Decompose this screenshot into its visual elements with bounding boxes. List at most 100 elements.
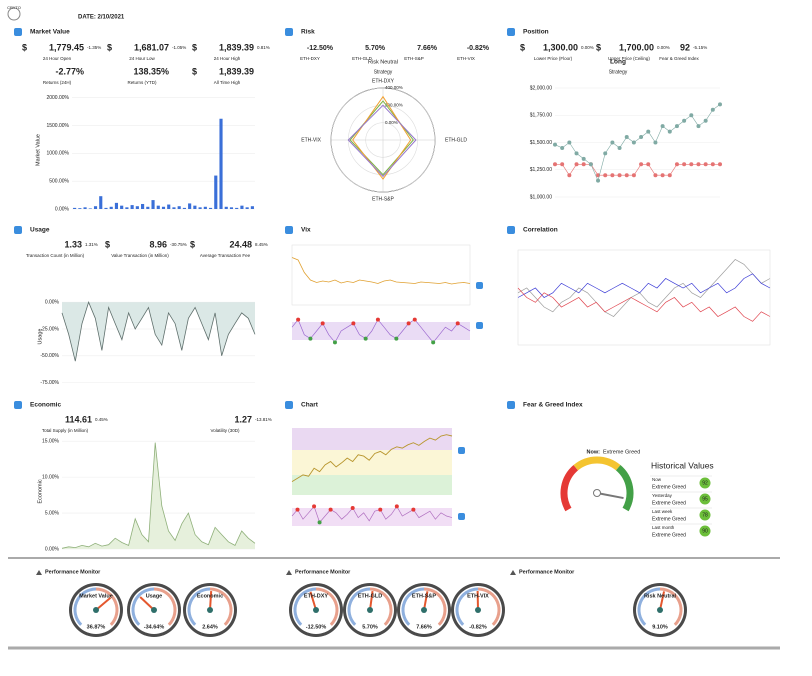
point [667,173,672,178]
point [667,129,672,134]
bar [130,205,134,209]
point [653,173,658,178]
signal-dot [375,317,380,322]
gauge-value: -34.64% [144,624,165,630]
stat-label: Transaction Count (in Million) [26,253,85,258]
stat-label: ETH-VIX [457,56,475,61]
stat-label: Returns (YTD) [127,80,157,85]
bar [109,206,113,209]
bar [214,175,218,209]
stat-label: 24 Hour Low [129,56,155,61]
currency: $ [192,66,197,76]
history-value: 92 [702,480,708,486]
y-tick-label: -50.00% [40,353,59,359]
gauge-band [477,587,501,626]
point [567,173,572,178]
signal-dot [431,340,436,345]
point [646,162,651,167]
panel-title: Economic [30,402,61,409]
radar-series [347,104,417,178]
bar [104,207,108,209]
gauge-hub [151,607,157,613]
price-line [291,434,453,482]
stat-change: -5.15% [693,45,707,50]
point [689,113,694,118]
series-line [517,273,771,298]
point [710,107,715,112]
stat-value: 7.66% [417,45,438,52]
stat-value: 92 [680,42,690,52]
stat-label: ETH-GLD [352,56,373,61]
date: DATE: 2/10/2021 [78,15,125,21]
stat-label: Average Transaction Fee [200,253,251,258]
area-line [61,442,256,549]
y-tick-label: -75.00% [40,380,59,386]
bar [73,207,77,209]
history-status: Extreme Greed [652,484,686,490]
now-label: Now: [587,449,601,455]
panel-title: Risk [301,29,315,36]
stat-label: Volatility (30D) [210,428,240,433]
point [696,124,701,129]
gauge-needle [139,596,155,611]
stat-value: 1,300.00 [543,42,578,52]
bar [120,205,124,209]
gauge-name: Risk Neutral [644,593,677,599]
radar-category: ETH-GLD [445,137,467,143]
strategy-value: Risk Neutral [368,59,398,65]
panel-title: Chart [301,402,319,409]
point [624,135,629,140]
gauge-value: -0.82% [469,624,487,630]
gauge-name: Usage [146,593,163,599]
gauge-band [573,456,621,471]
gauge-band [187,587,211,626]
gauge-hub [367,607,373,613]
monitor-icon [510,570,516,575]
signal-dot [320,321,325,326]
oscillator-line [291,505,453,524]
chart-frame [291,244,471,306]
gauge-value: -12.50% [306,624,327,630]
stat-value: -12.50% [307,45,334,52]
panel-icon [285,28,293,36]
stat-value: -2.77% [55,66,84,76]
point [631,140,636,145]
stat-change: 8.45% [255,242,268,247]
bar [167,204,171,209]
stat-label: 24 Hour Open [43,56,72,61]
point [674,124,679,129]
currency: $ [105,239,110,249]
signal-dot [317,520,322,525]
bar [99,196,103,209]
strategy-label: Strategy [609,69,628,75]
gauge-needle [596,492,624,500]
point [596,178,601,183]
history-badge [699,525,711,537]
gauge-name: ETH-DXY [304,593,328,599]
y-tick-label: $1,500.00 [530,140,552,146]
currency: $ [596,42,601,52]
panel-title: Position [523,29,549,36]
bar [146,206,150,209]
point [617,145,622,150]
bar [135,206,139,209]
thumb-icon [476,322,483,329]
bar [193,205,197,209]
y-tick-label: 10.00% [42,474,60,480]
y-tick-label: $1,750.00 [530,113,552,119]
bar [125,207,129,209]
panel-icon [507,28,515,36]
oscillator-band [292,508,452,526]
y-tick-label: 0.00% [55,206,70,212]
bar [88,208,92,209]
point [703,118,708,123]
stat-change: 0.81% [257,45,270,50]
point [703,162,708,167]
history-status: Extreme Greed [652,516,686,522]
gauge-name: ETH-S&P [412,593,436,599]
signal-dot [394,504,399,509]
point [617,173,622,178]
stat-value: 1,681.07 [134,42,169,52]
stat-value: 114.61 [65,414,92,424]
